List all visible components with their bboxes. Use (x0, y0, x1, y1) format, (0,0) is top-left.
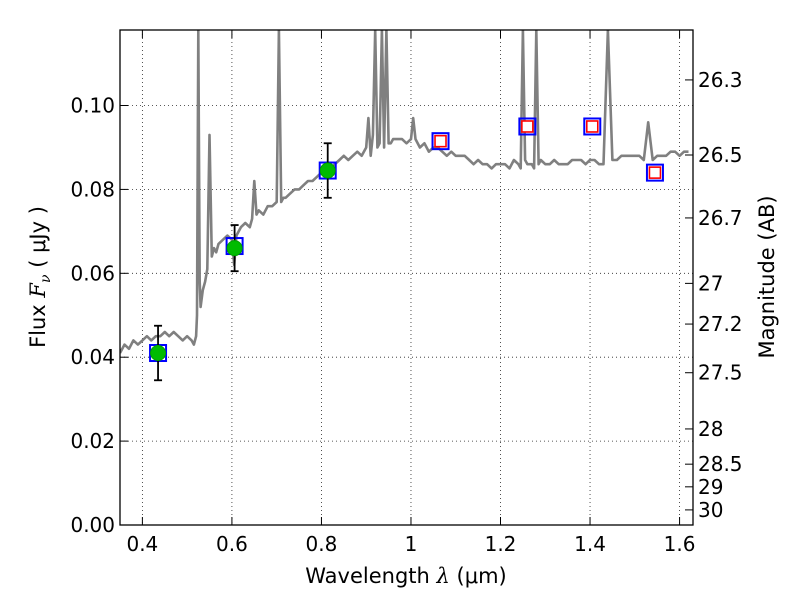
right-tick-label: 30 (698, 498, 723, 522)
right-tick-label: 28.5 (698, 452, 743, 476)
model-photometry-square (431, 132, 450, 151)
right-tick-label: 28 (698, 417, 723, 441)
grid (120, 30, 693, 526)
axes: 0.4 0.6 0.8 1 1.2 1.4 1.6 0.00 0.02 0.04 0.06 0.08 0… (70, 30, 743, 556)
undetected-band-square (434, 134, 447, 148)
measured-flux-point (226, 240, 243, 257)
model-photometry-square (518, 117, 537, 136)
undetected-band-square (521, 120, 534, 133)
measured-flux-point (319, 162, 336, 179)
x-axis-label: Wavelength λ (μm) (305, 564, 506, 588)
right-tick-label: 26.5 (698, 143, 743, 167)
plot-area (120, 30, 693, 525)
undetected-band-square (648, 166, 662, 179)
y-tick-label: 0.06 (70, 261, 115, 285)
y-tick-label: 0.08 (70, 177, 115, 201)
x-tick-label: 0.6 (216, 532, 248, 556)
y-tick-label: 0.00 (70, 513, 115, 537)
right-tick-label: 27.2 (698, 312, 743, 336)
plot-frame (119, 29, 694, 526)
x-tick-label: 1.2 (485, 532, 517, 556)
spectrum-line (120, 30, 689, 354)
right-tick-label: 26.7 (698, 206, 743, 230)
y-tick-label: 0.10 (70, 94, 115, 118)
marker-layer (149, 117, 664, 382)
measured-flux-point (150, 345, 167, 362)
right-axis-label: Magnitude (AB) (755, 195, 779, 358)
x-tick-label: 1.6 (664, 532, 696, 556)
right-tick-label: 26.3 (698, 68, 743, 92)
x-tick-label: 1 (405, 532, 418, 556)
model-photometry-square (645, 163, 664, 182)
y-tick-label: 0.02 (70, 429, 115, 453)
x-tick-label: 0.4 (126, 532, 158, 556)
y-tick-label: 0.04 (70, 345, 115, 369)
undetected-band-square (585, 120, 599, 133)
model-photometry-square (583, 117, 602, 136)
y-axis-label: Flux Fν ( μJy ) (26, 206, 54, 348)
right-tick-label: 27 (698, 271, 723, 295)
series-layer (120, 30, 689, 354)
x-tick-label: 1.4 (574, 532, 606, 556)
right-tick-label: 27.5 (698, 361, 743, 385)
x-tick-label: 0.8 (306, 532, 338, 556)
right-tick-label: 29 (698, 475, 723, 499)
